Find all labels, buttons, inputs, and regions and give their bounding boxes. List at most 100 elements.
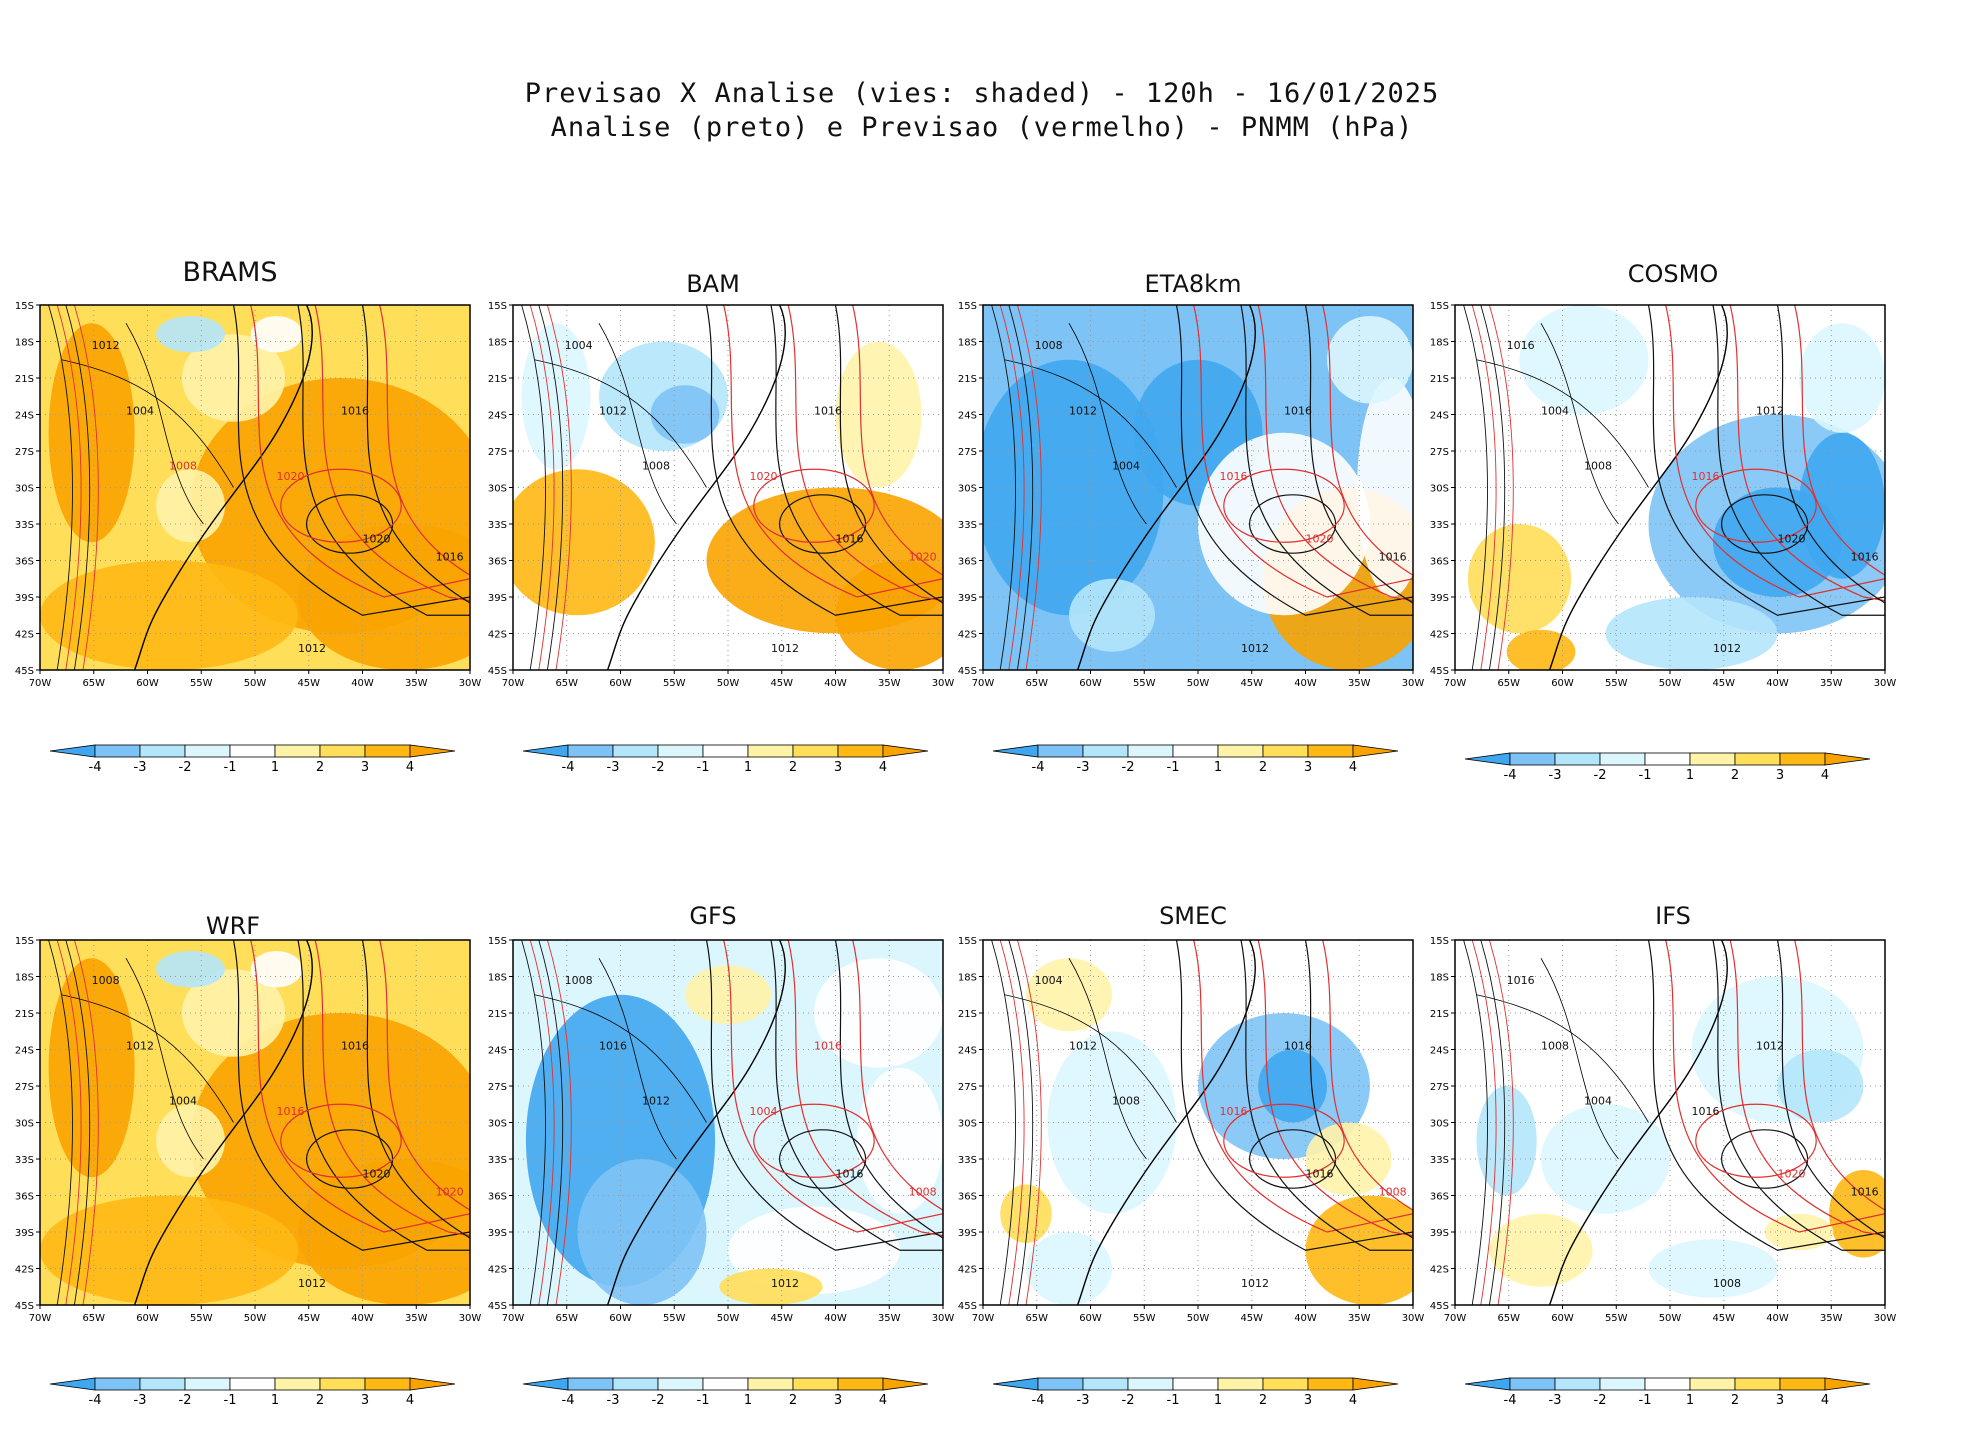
colorbar-label: 4 (1821, 1393, 1829, 1408)
forecast-isobar (56, 305, 82, 670)
colorbar-arrow-right (409, 744, 456, 758)
colorbar-segment (319, 744, 366, 758)
isobar-label: 1008 (1541, 1040, 1569, 1053)
colorbar-segment (567, 744, 614, 758)
lon-label: 60W (1551, 1313, 1574, 1324)
isobar-label: 1004 (126, 405, 154, 418)
panel-title-ifs: IFS (1655, 902, 1691, 930)
colorbar-arrow-right (882, 1377, 929, 1391)
colorbar-label: -2 (652, 760, 665, 775)
colorbar-segment (94, 744, 141, 758)
colorbar-label: 3 (361, 760, 369, 775)
isobar-label: 1020 (436, 1186, 464, 1199)
bias-area (1047, 1031, 1177, 1214)
lon-label: 30W (459, 1313, 482, 1324)
colorbar-label: -1 (697, 760, 710, 775)
colorbar-segment (1172, 1377, 1219, 1391)
analysis-isobar (1175, 940, 1413, 1251)
lon-label: 40W (824, 678, 847, 689)
colorbar-label: -3 (134, 760, 147, 775)
forecast-isobar (1322, 940, 1413, 1258)
colorbar-segment (747, 744, 794, 758)
colorbar-segment (229, 1377, 276, 1391)
lat-label: 30S (488, 1119, 507, 1130)
colorbar-arrow-left (1464, 752, 1511, 766)
colorbar-label: -4 (562, 1393, 575, 1408)
isobar-label: 1012 (126, 1040, 154, 1053)
isobar-label: 1004 (750, 1105, 778, 1118)
lat-label: 33S (488, 520, 507, 531)
forecast-isobar (73, 305, 99, 670)
colorbar-segment (1689, 752, 1736, 766)
lon-label: 35W (878, 678, 901, 689)
lon-label: 45W (297, 1313, 320, 1324)
colorbar-label: -3 (1549, 768, 1562, 783)
colorbar-label: 4 (406, 1393, 414, 1408)
isobar-label: 1016 (1220, 1105, 1248, 1118)
lon-label: 60W (136, 678, 159, 689)
lat-label: 30S (15, 1119, 34, 1130)
forecast-isobar (1729, 940, 1885, 1237)
panel-title-brams: BRAMS (182, 257, 278, 288)
colorbar-label: 3 (1776, 1393, 1784, 1408)
analysis-isobar (232, 305, 470, 616)
lat-label: 39S (1430, 593, 1449, 604)
lat-label: 39S (488, 1228, 507, 1239)
lon-label: 40W (1294, 678, 1317, 689)
border-line (61, 359, 234, 488)
colorbar-segment (1262, 1377, 1309, 1391)
lat-label: 36S (1430, 1192, 1449, 1203)
isobar-label: 1008 (909, 1186, 937, 1199)
forecast-isobar (529, 940, 555, 1305)
lat-label: 24S (488, 411, 507, 422)
bias-area (1648, 1239, 1778, 1298)
bias-area (250, 315, 303, 353)
border-line (1540, 958, 1619, 1160)
lat-label: 24S (15, 411, 34, 422)
forecast-isobar (1488, 305, 1514, 670)
isobar-label: 1016 (1306, 1167, 1334, 1180)
colorbar-arrow-right (1824, 1377, 1871, 1391)
bias-area (719, 1268, 823, 1305)
isobar-label: 1020 (750, 470, 778, 483)
colorbar-segment (139, 1377, 186, 1391)
colorbar-label: -2 (1122, 760, 1135, 775)
bias-area (181, 334, 286, 422)
isobar-label: 1016 (836, 532, 864, 545)
lat-label: 18S (488, 973, 507, 984)
isobar-label: 1012 (771, 642, 799, 655)
bias-area (250, 950, 303, 988)
lon-label: 40W (1766, 678, 1789, 689)
lat-label: 21S (15, 374, 34, 385)
isobar-label: 1016 (436, 551, 464, 564)
lat-label: 30S (1430, 1119, 1449, 1130)
isobar-label: 1016 (1851, 551, 1879, 564)
colorbar-arrow-left (1464, 1377, 1511, 1391)
forecast-isobar (546, 940, 572, 1305)
lat-label: 27S (958, 447, 977, 458)
analysis-isobar (770, 305, 943, 616)
border-line (125, 958, 204, 1160)
colorbar-label: 1 (744, 760, 752, 775)
analysis-isobar (297, 940, 470, 1251)
analysis-isobar (65, 940, 91, 1305)
lat-label: 24S (15, 1046, 34, 1057)
colorbar-segment (837, 1377, 884, 1391)
lat-label: 39S (958, 1228, 977, 1239)
colorbar-segment (319, 1377, 366, 1391)
lon-label: 50W (244, 1313, 267, 1324)
forecast-isobar (1223, 468, 1345, 543)
border-line (1476, 994, 1649, 1123)
lat-label: 15S (488, 301, 507, 312)
colorbar-label: 4 (406, 760, 414, 775)
bias-area (40, 560, 298, 670)
lon-label: 60W (609, 1313, 632, 1324)
analysis-isobar (297, 305, 470, 616)
colorbar-label: 1 (271, 1393, 279, 1408)
lon-label: 70W (502, 678, 525, 689)
isobar-label: 1016 (1220, 470, 1248, 483)
colorbar-label: 2 (316, 760, 324, 775)
colorbar-label: 2 (789, 760, 797, 775)
